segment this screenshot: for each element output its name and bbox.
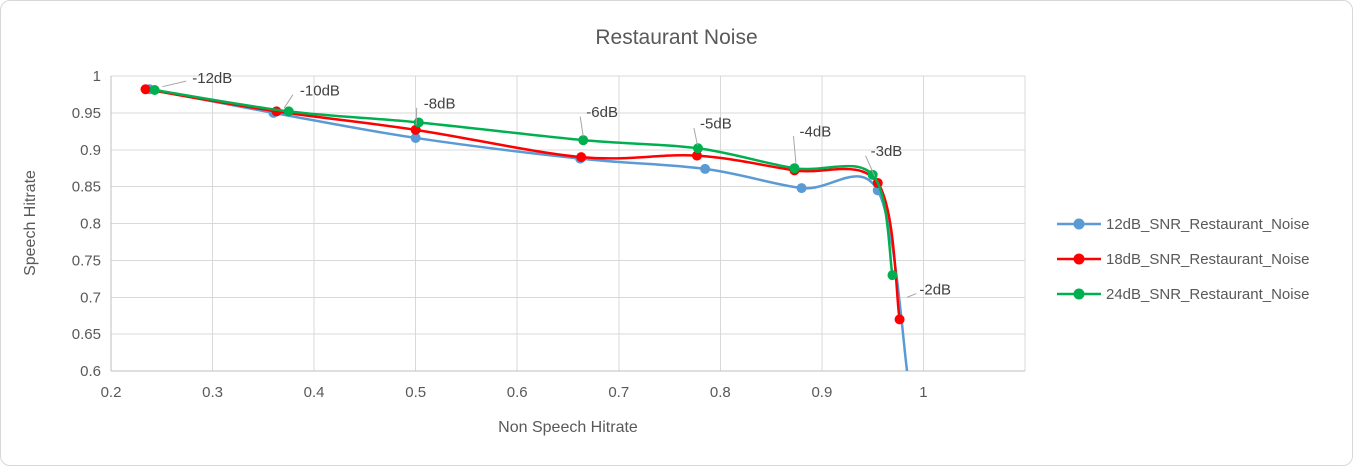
- data-point-marker: [576, 152, 587, 163]
- series-line-12dB_SNR_Restaurant_Noise: [148, 88, 909, 371]
- x-tick-label: 0.8: [710, 384, 731, 401]
- legend-label: 18dB_SNR_Restaurant_Noise: [1106, 250, 1310, 268]
- x-tick-label: 0.9: [811, 384, 832, 401]
- y-tick-label: 0.75: [72, 252, 101, 269]
- annotation-label: -5dB: [700, 116, 732, 133]
- annotation-leader-line: [415, 107, 418, 126]
- y-tick-label: 0.85: [72, 179, 101, 196]
- data-point-marker: [903, 375, 913, 385]
- data-point-marker: [691, 150, 702, 161]
- legend-line-marker-icon: [1057, 288, 1101, 300]
- chart-title: Restaurant Noise: [595, 26, 758, 49]
- legend-label: 24dB_SNR_Restaurant_Noise: [1106, 285, 1310, 303]
- legend-line-marker-icon: [1057, 218, 1101, 230]
- series-line-24dB_SNR_Restaurant_Noise: [153, 88, 894, 277]
- y-tick-label: 0.6: [80, 363, 101, 380]
- data-point-marker: [140, 84, 151, 95]
- y-axis-label: Speech Hitrate: [22, 170, 39, 276]
- series-line-18dB_SNR_Restaurant_Noise: [144, 88, 901, 321]
- x-tick-label: 0.4: [304, 384, 325, 401]
- x-tick-label: 0.2: [101, 384, 122, 401]
- y-tick-label: 0.95: [72, 105, 101, 122]
- annotation-leader-line: [693, 127, 698, 146]
- legend-label: 12dB_SNR_Restaurant_Noise: [1106, 215, 1310, 233]
- annotation-leader-line: [907, 293, 917, 298]
- data-point-marker: [867, 169, 878, 180]
- data-point-marker: [283, 106, 294, 117]
- x-tick-label: 0.7: [608, 384, 629, 401]
- data-point-marker: [578, 135, 589, 146]
- y-tick-label: 0.8: [80, 216, 101, 233]
- annotation-leader-line: [579, 116, 584, 137]
- annotation-label: -3dB: [871, 143, 903, 160]
- data-point-marker: [149, 85, 160, 96]
- legend: 12dB_SNR_Restaurant_Noise 18dB_SNR_Restau…: [1057, 212, 1309, 306]
- legend-item-18dB_SNR_Restaurant_Noise: 18dB_SNR_Restaurant_Noise: [1057, 247, 1309, 271]
- annotation-label: -12dB: [192, 70, 232, 87]
- x-tick-label: 1: [919, 384, 927, 401]
- y-tick-label: 0.65: [72, 326, 101, 343]
- x-tick-label: 0.5: [405, 384, 426, 401]
- annotation-label: -10dB: [300, 82, 340, 99]
- annotation-label: -4dB: [800, 124, 832, 141]
- data-point-marker: [692, 143, 703, 154]
- annotation-label: -6dB: [586, 104, 618, 121]
- legend-item-24dB_SNR_Restaurant_Noise: 24dB_SNR_Restaurant_Noise: [1057, 282, 1309, 306]
- legend-item-12dB_SNR_Restaurant_Noise: 12dB_SNR_Restaurant_Noise: [1057, 212, 1309, 236]
- annotation-leader-line: [792, 136, 797, 164]
- data-point-marker: [410, 132, 421, 143]
- y-tick-label: 1: [93, 68, 101, 85]
- data-point-marker: [894, 314, 905, 325]
- x-axis-label: Non Speech Hitrate: [498, 419, 638, 436]
- y-tick-label: 0.9: [80, 142, 101, 159]
- legend-line-marker-icon: [1057, 253, 1101, 265]
- annotation-leader-line: [865, 155, 876, 177]
- data-point-marker: [789, 163, 800, 174]
- data-point-marker: [413, 117, 424, 128]
- annotation-label: -8dB: [424, 95, 456, 112]
- data-point-marker: [887, 270, 898, 281]
- annotation-leader-line: [283, 94, 294, 109]
- annotation-label: -2dB: [919, 282, 951, 299]
- y-tick-label: 0.7: [80, 289, 101, 306]
- x-tick-label: 0.6: [507, 384, 528, 401]
- annotation-leader-line: [162, 80, 187, 88]
- data-point-marker: [796, 183, 807, 194]
- data-point-marker: [700, 163, 711, 174]
- x-tick-label: 0.3: [202, 384, 223, 401]
